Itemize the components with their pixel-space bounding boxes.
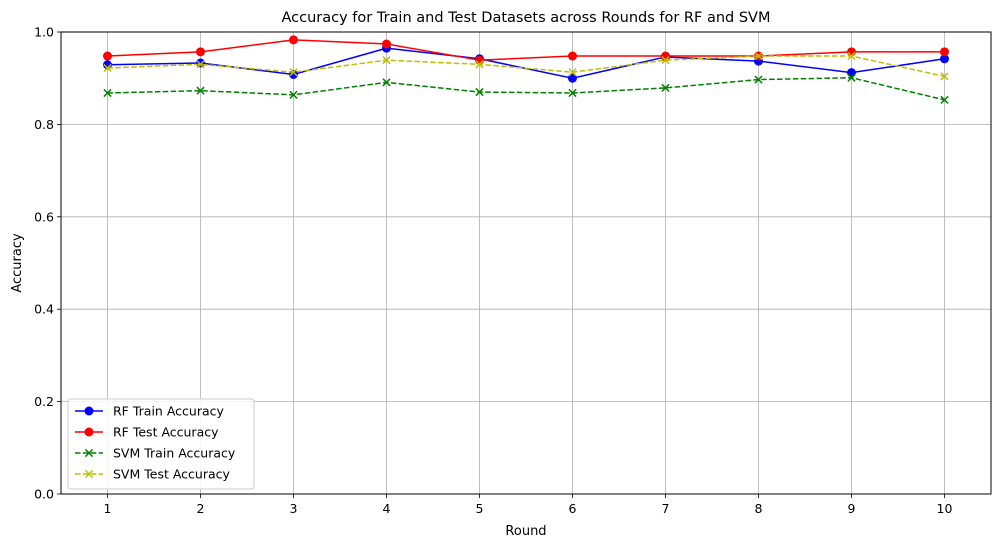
legend-label: RF Train Accuracy xyxy=(113,404,224,419)
series-line-svm-train-accuracy xyxy=(107,76,945,101)
legend-marker xyxy=(84,427,94,437)
plot-frame xyxy=(60,31,992,495)
y-tick-label: 1.0 xyxy=(34,25,54,40)
data-point-rf-train-accuracy xyxy=(847,68,856,78)
x-axis-label: Round xyxy=(505,524,546,539)
data-point-svm-train-accuracy xyxy=(475,87,484,97)
y-tick-label: 0.8 xyxy=(34,117,54,132)
y-axis: 0.0 0.2 0.4 0.6 0.8 1.0 xyxy=(34,25,61,502)
x-tick-label: 9 xyxy=(848,501,856,516)
data-point-rf-test-accuracy xyxy=(196,47,205,57)
data-point-rf-train-accuracy xyxy=(568,73,577,83)
data-point-svm-train-accuracy xyxy=(940,95,949,105)
x-tick-label: 8 xyxy=(755,501,763,516)
legend-label: RF Test Accuracy xyxy=(113,425,219,440)
legend-entry-svm-test-accuracy: SVM Test Accuracy xyxy=(75,467,231,482)
series-line-rf-test-accuracy xyxy=(107,39,945,61)
legend-marker xyxy=(84,448,94,458)
data-point-svm-test-accuracy xyxy=(196,60,205,69)
data-point-svm-train-accuracy xyxy=(196,86,205,95)
data-point-rf-train-accuracy xyxy=(196,58,205,68)
legend-entry-rf-train-accuracy: RF Train Accuracy xyxy=(75,404,224,419)
legend-marker xyxy=(84,469,94,479)
y-tick-label: 0.4 xyxy=(34,302,54,317)
data-point-svm-train-accuracy xyxy=(289,90,298,99)
legend-marker xyxy=(84,406,94,416)
data-point-svm-test-accuracy xyxy=(847,51,856,61)
data-point-rf-test-accuracy xyxy=(940,47,949,57)
data-point-svm-train-accuracy xyxy=(382,78,391,87)
series-svm-train-accuracy xyxy=(103,73,949,105)
y-axis-label: Accuracy xyxy=(10,233,25,293)
data-point-svm-test-accuracy xyxy=(940,72,949,81)
series-layer xyxy=(103,35,949,105)
legend: RF Train Accuracy RF Test Accuracy SVM Tra… xyxy=(67,398,255,490)
legend-entry-svm-train-accuracy: SVM Train Accuracy xyxy=(75,446,236,461)
y-tick-label: 0.2 xyxy=(34,394,54,409)
y-tick-label: 0.0 xyxy=(34,487,54,502)
x-tick-label: 1 xyxy=(104,501,112,516)
x-tick-label: 4 xyxy=(383,501,391,516)
data-point-svm-train-accuracy xyxy=(103,88,112,98)
x-tick-label: 6 xyxy=(569,501,577,516)
data-point-svm-train-accuracy xyxy=(847,73,856,82)
data-point-rf-test-accuracy xyxy=(103,51,112,61)
series-line-svm-test-accuracy xyxy=(107,55,945,78)
data-point-svm-test-accuracy xyxy=(568,68,577,77)
y-tick-label: 0.6 xyxy=(34,209,54,224)
series-svm-test-accuracy xyxy=(103,51,949,81)
legend-box xyxy=(67,398,255,490)
chart-title: Accuracy for Train and Test Datasets acr… xyxy=(282,10,771,26)
x-tick-label: 5 xyxy=(476,501,484,516)
data-point-rf-test-accuracy xyxy=(475,55,484,65)
data-point-svm-test-accuracy xyxy=(382,56,391,65)
data-point-svm-train-accuracy xyxy=(754,75,763,84)
legend-entry-rf-test-accuracy: RF Test Accuracy xyxy=(75,425,219,440)
data-point-rf-test-accuracy xyxy=(568,51,577,61)
x-tick-label: 7 xyxy=(662,501,670,516)
data-point-rf-test-accuracy xyxy=(847,47,856,57)
data-point-svm-test-accuracy xyxy=(289,68,298,77)
x-tick-label: 2 xyxy=(197,501,205,516)
legend-label: SVM Train Accuracy xyxy=(113,446,236,461)
data-point-svm-test-accuracy xyxy=(475,60,484,69)
data-point-svm-train-accuracy xyxy=(568,88,577,98)
data-point-svm-test-accuracy xyxy=(754,51,763,61)
data-point-rf-test-accuracy xyxy=(661,51,670,61)
data-point-svm-train-accuracy xyxy=(661,83,670,93)
x-axis: 1 2 3 4 5 6 7 8 9 10 xyxy=(104,494,953,516)
data-point-rf-test-accuracy xyxy=(382,39,391,49)
data-point-svm-test-accuracy xyxy=(661,56,670,65)
data-point-svm-test-accuracy xyxy=(103,63,112,73)
x-tick-label: 3 xyxy=(290,501,298,516)
data-point-rf-test-accuracy xyxy=(289,35,298,45)
x-tick-label: 10 xyxy=(937,501,953,516)
legend-label: SVM Test Accuracy xyxy=(113,467,231,482)
